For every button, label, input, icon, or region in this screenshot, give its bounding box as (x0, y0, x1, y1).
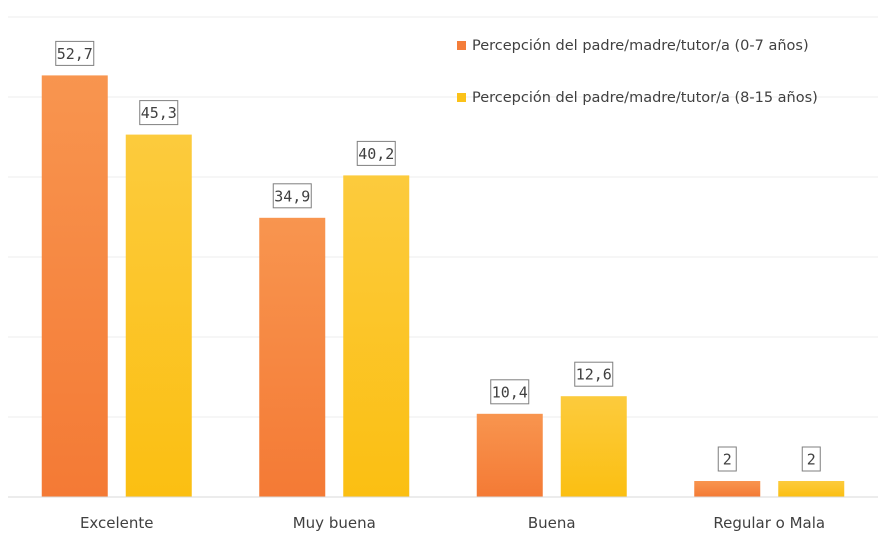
bar-age-0-7-0 (41, 75, 108, 498)
bar-age-0-7-1 (259, 217, 326, 498)
data-label-box (801, 446, 821, 472)
data-label-box (55, 40, 95, 66)
data-label: 52,7 (55, 40, 95, 66)
data-label-text: 40,2 (358, 145, 394, 163)
x-tick-label: Muy buena (293, 514, 376, 532)
data-label-box (717, 446, 737, 472)
data-label-text: 52,7 (57, 45, 93, 63)
legend-entry: Percepción del padre/madre/tutor/a (8-15… (457, 90, 818, 106)
data-label: 2 (801, 446, 821, 472)
data-label-box (490, 379, 530, 405)
data-label-text: 2 (807, 451, 816, 469)
data-labels: 52,7 45,3 34,9 40,2 10,4 12,6 2 2 (55, 40, 821, 472)
bar-age-8-15-1 (343, 175, 410, 497)
bar-age-0-7-2 (476, 413, 543, 497)
x-tick-label: Regular o Mala (713, 514, 825, 532)
bar-age-8-15-0 (125, 134, 192, 497)
legend-label: Percepción del padre/madre/tutor/a (0-7 … (472, 38, 809, 54)
bar-age-0-7-3 (694, 481, 761, 497)
data-label: 10,4 (490, 379, 530, 405)
data-label: 34,9 (272, 183, 312, 209)
data-label-text: 45,3 (141, 104, 177, 122)
legend-swatch (457, 93, 466, 102)
data-label-box (139, 100, 179, 126)
x-tick-label: Buena (528, 514, 576, 532)
data-label-text: 2 (723, 451, 732, 469)
data-label-text: 34,9 (274, 187, 310, 205)
data-label: 2 (717, 446, 737, 472)
x-tick-label: Excelente (80, 514, 154, 532)
legend-entry: Percepción del padre/madre/tutor/a (0-7 … (457, 38, 809, 54)
x-axis: Excelente Muy buena Buena Regular o Mala (8, 496, 878, 532)
data-label-text: 12,6 (576, 366, 612, 384)
bar-age-8-15-2 (560, 396, 627, 497)
legend-label: Percepción del padre/madre/tutor/a (8-15… (472, 90, 818, 106)
data-label-box (574, 361, 614, 387)
data-label: 45,3 (139, 100, 179, 126)
data-label-text: 10,4 (492, 383, 528, 401)
data-label: 40,2 (356, 140, 396, 166)
bar-age-8-15-3 (778, 481, 845, 497)
legend: Percepción del padre/madre/tutor/a (0-7 … (457, 38, 818, 106)
bars (41, 75, 845, 498)
data-label-box (356, 140, 396, 166)
data-label: 12,6 (574, 361, 614, 387)
legend-swatch (457, 41, 466, 50)
data-label-box (272, 183, 312, 209)
